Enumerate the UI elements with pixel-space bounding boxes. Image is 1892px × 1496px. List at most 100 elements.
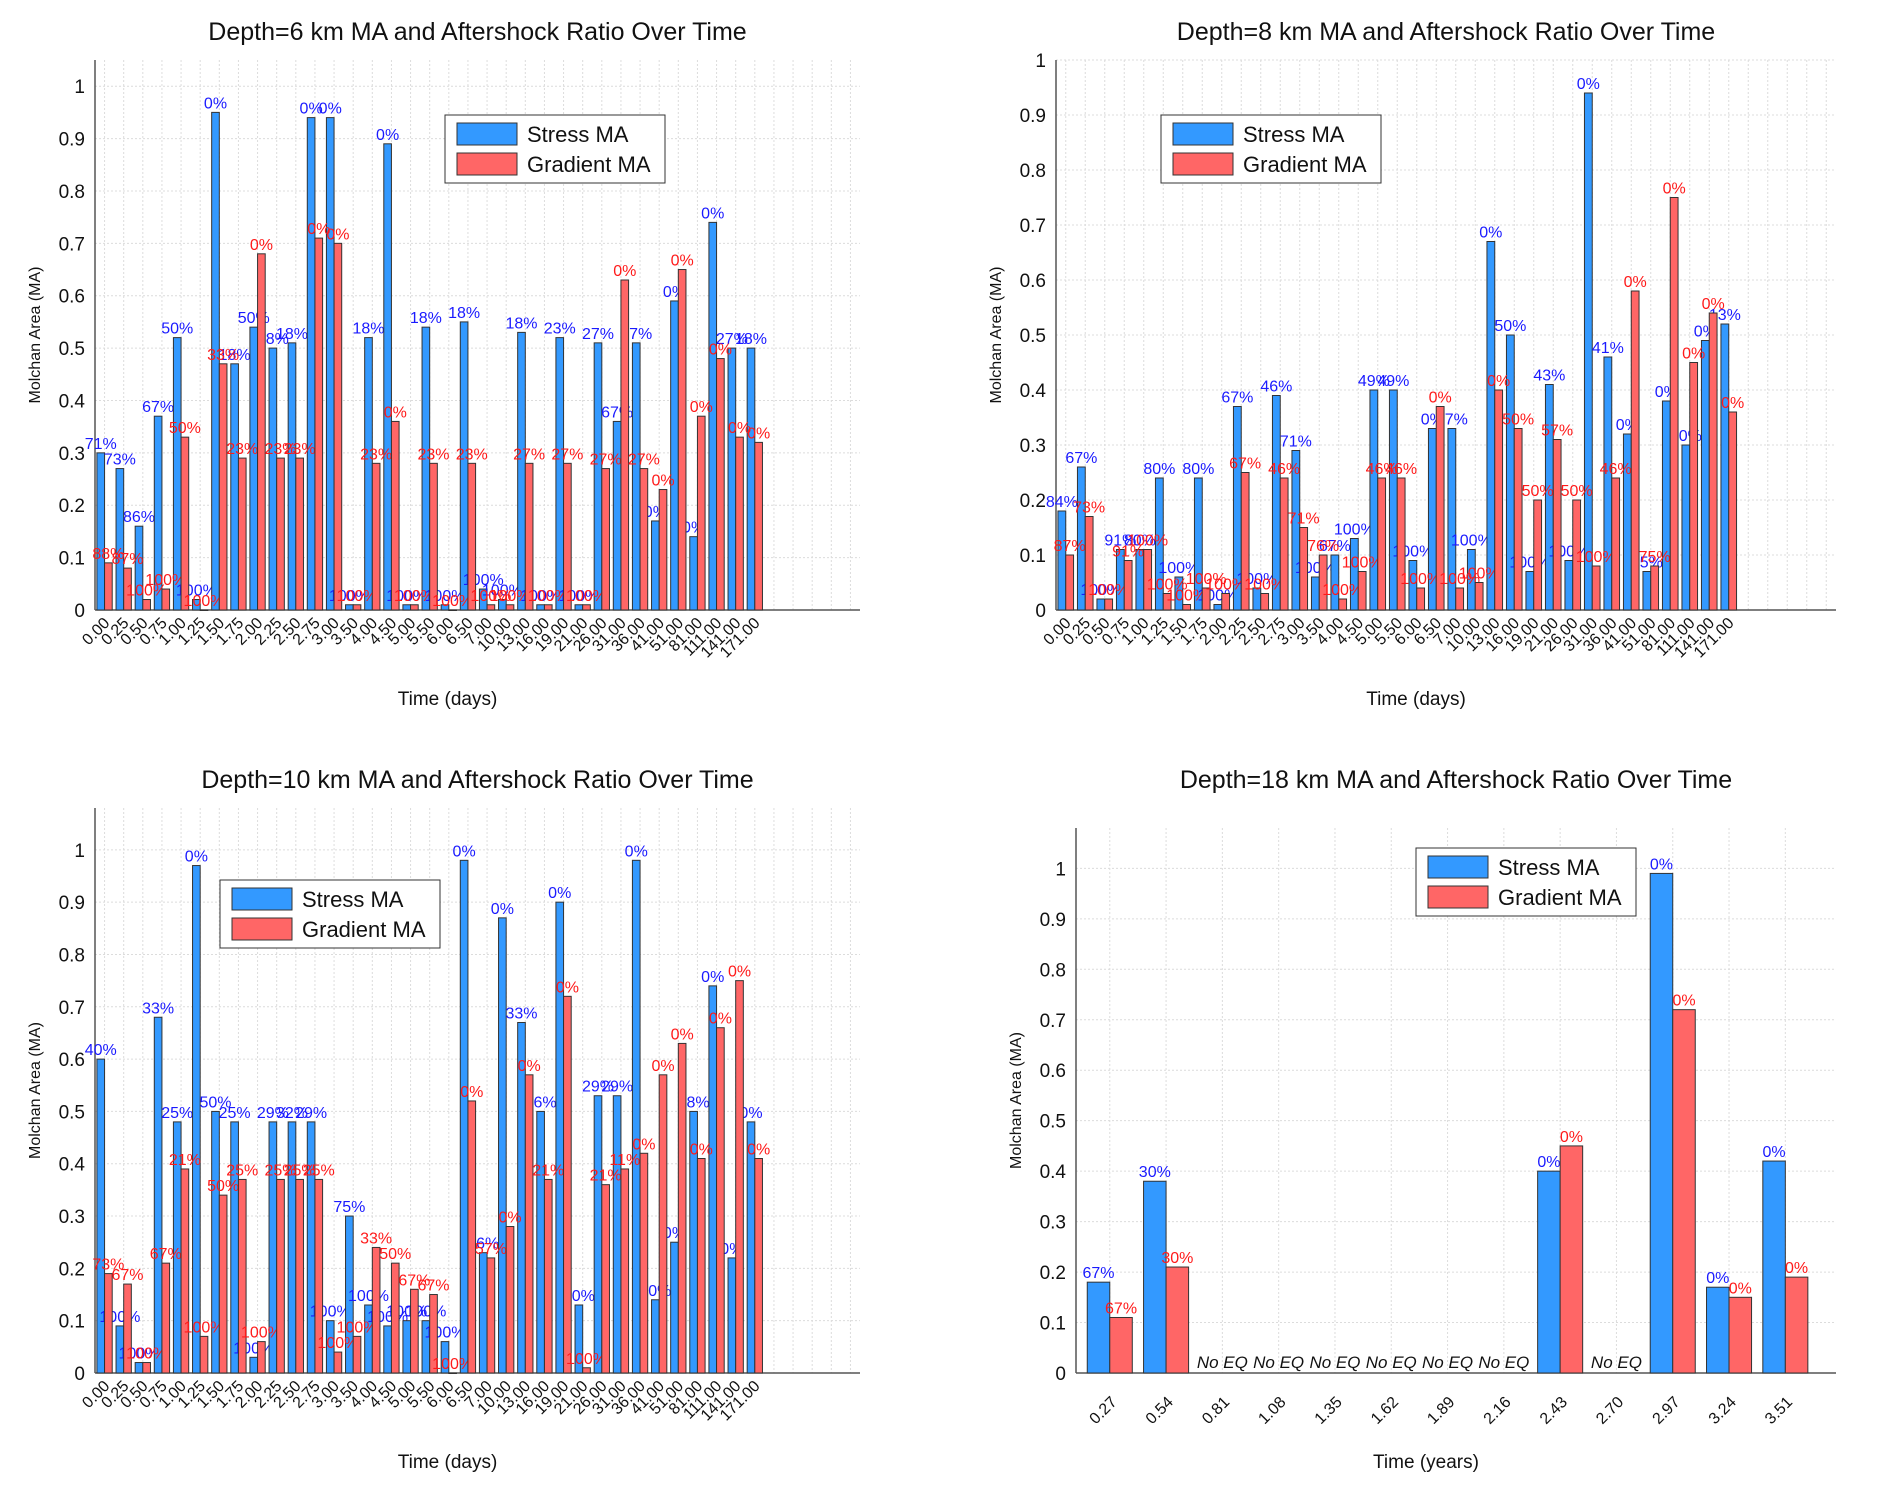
stress-ma-data-label: 67% <box>1319 538 1351 555</box>
gradient-ma-data-label: 0% <box>1624 274 1647 291</box>
stress-ma-data-label: 0% <box>185 849 208 866</box>
gradient-ma-bar <box>1784 1276 1809 1374</box>
stress-ma-data-label: 49% <box>1377 373 1409 390</box>
gradient-ma-data-label: 100% <box>470 588 511 605</box>
gradient-ma-bar <box>639 468 649 611</box>
gradient-ma-data-label: 100% <box>1166 588 1207 605</box>
gradient-ma-data-label: 0% <box>556 979 579 996</box>
gradient-ma-bar <box>1377 477 1387 611</box>
stress-ma-bar <box>383 143 392 611</box>
gradient-ma-data-label: 0% <box>1729 1280 1752 1297</box>
y-tick-label: 0.5 <box>59 339 85 360</box>
stress-ma-data-label: 0% <box>319 101 342 118</box>
y-tick-label: 0.3 <box>59 1207 85 1228</box>
gradient-ma-bar <box>237 1178 247 1374</box>
gradient-ma-bar <box>563 995 572 1374</box>
x-tick-label: 1.08 <box>1255 1394 1289 1428</box>
gradient-ma-data-label: 25% <box>284 1162 316 1179</box>
stress-ma-bar <box>1649 872 1674 1374</box>
gradient-ma-data-label: 100% <box>566 1351 607 1368</box>
gradient-ma-data-label: 100% <box>1088 582 1129 599</box>
gradient-ma-data-label: 75% <box>1639 549 1671 566</box>
gradient-ma-bar <box>429 1294 438 1374</box>
gradient-ma-data-label: 0% <box>1487 373 1510 390</box>
gradient-ma-data-label: 100% <box>145 572 186 589</box>
no-eq-label: No EQ <box>1591 1353 1642 1372</box>
gradient-ma-bar <box>1474 582 1484 611</box>
gradient-ma-bar <box>1708 312 1718 611</box>
stress-ma-data-label: 0% <box>1650 856 1673 873</box>
gradient-ma-data-label: 23% <box>226 441 258 458</box>
x-tick-label: 2.97 <box>1650 1394 1684 1428</box>
stress-ma-data-label: 0% <box>1577 76 1600 93</box>
stress-ma-data-label: 86% <box>123 509 155 526</box>
gradient-ma-data-label: 27% <box>513 446 545 463</box>
stress-ma-data-label: 41% <box>1592 340 1624 357</box>
gradient-ma-bar <box>1672 1009 1696 1374</box>
stress-ma-bar <box>306 1121 316 1374</box>
stress-ma-bar <box>1706 1286 1730 1374</box>
stress-ma-data-label: 18% <box>735 331 767 348</box>
chart-depth-18: Depth=18 km MA and Aftershock Ratio Over… <box>1008 766 1836 1473</box>
chart-panel-depth-6: Depth=6 km MA and Aftershock Ratio Over … <box>0 0 946 748</box>
gradient-ma-data-label: 23% <box>284 441 316 458</box>
stress-ma-bar <box>1466 549 1476 611</box>
gradient-ma-data-label: 23% <box>417 446 449 463</box>
gradient-ma-data-label: 0% <box>460 1084 483 1101</box>
gradient-ma-data-label: 0% <box>1785 1260 1808 1277</box>
gradient-ma-bar <box>257 1341 266 1374</box>
gradient-ma-data-label: 21% <box>169 1152 201 1169</box>
gradient-ma-data-label: 100% <box>126 1346 167 1363</box>
stress-ma-bar <box>172 337 182 611</box>
gradient-ma-bar <box>218 363 228 611</box>
no-eq-label: No EQ <box>1422 1353 1473 1372</box>
gradient-ma-bar <box>601 468 610 611</box>
gradient-ma-bar <box>257 253 266 611</box>
gradient-ma-bar <box>677 269 687 611</box>
gradient-ma-data-label: 100% <box>317 1335 358 1352</box>
gradient-ma-data-label: 100% <box>337 588 378 605</box>
stress-ma-bar <box>440 604 450 611</box>
y-tick-label: 0.3 <box>1020 436 1046 457</box>
gradient-ma-bar <box>333 242 343 611</box>
gradient-ma-bar <box>486 1257 496 1374</box>
gradient-ma-bar <box>1338 598 1348 611</box>
x-axis-label: Time (days) <box>398 1452 498 1473</box>
legend: Stress MA Gradient MA <box>1160 114 1382 184</box>
gradient-ma-bar <box>582 604 591 611</box>
gradient-ma-data-label: 0% <box>690 1142 713 1159</box>
gradient-ma-data-label: 21% <box>590 1168 622 1185</box>
stress-ma-bar <box>364 337 373 611</box>
gradient-ma-bar <box>1591 565 1601 611</box>
gradient-ma-bar <box>1162 593 1172 611</box>
gradient-ma-data-label: 100% <box>337 1319 378 1336</box>
gradient-ma-bar <box>658 1074 668 1374</box>
legend-label-gradient: Gradient MA <box>302 917 426 942</box>
gradient-ma-data-label: 0% <box>671 253 694 270</box>
stress-ma-bar <box>670 300 679 611</box>
gradient-ma-bar <box>1416 587 1426 611</box>
gradient-ma-bar <box>180 436 190 611</box>
y-tick-label: 0.8 <box>59 945 85 966</box>
stress-ma-data-label: 80% <box>1143 461 1175 478</box>
stress-ma-data-label: 18% <box>219 347 251 364</box>
gradient-ma-bar <box>1357 571 1367 611</box>
gradient-ma-bar <box>696 1158 706 1374</box>
stress-ma-data-label: 80% <box>1182 461 1214 478</box>
stress-ma-bar <box>1537 1170 1561 1374</box>
chart-title: Depth=8 km MA and Aftershock Ratio Over … <box>1177 18 1715 46</box>
gradient-ma-bar <box>543 1178 553 1374</box>
stress-ma-data-label: 0% <box>548 885 571 902</box>
stress-ma-data-label: 0% <box>739 1105 762 1122</box>
stress-ma-data-label: 0% <box>300 101 323 118</box>
gradient-ma-data-label: 67% <box>417 1278 449 1295</box>
gradient-ma-bar <box>620 279 630 611</box>
y-tick-label: 0.1 <box>59 549 85 570</box>
gradient-ma-bar <box>180 1168 190 1374</box>
stress-ma-bar <box>115 468 125 611</box>
y-tick-label: 0.8 <box>1040 960 1066 981</box>
y-tick-label: 0.4 <box>1040 1162 1067 1183</box>
gradient-ma-bar <box>1065 554 1075 611</box>
stress-ma-data-label: 32% <box>276 1105 308 1122</box>
x-tick-label: 3.51 <box>1762 1394 1796 1428</box>
